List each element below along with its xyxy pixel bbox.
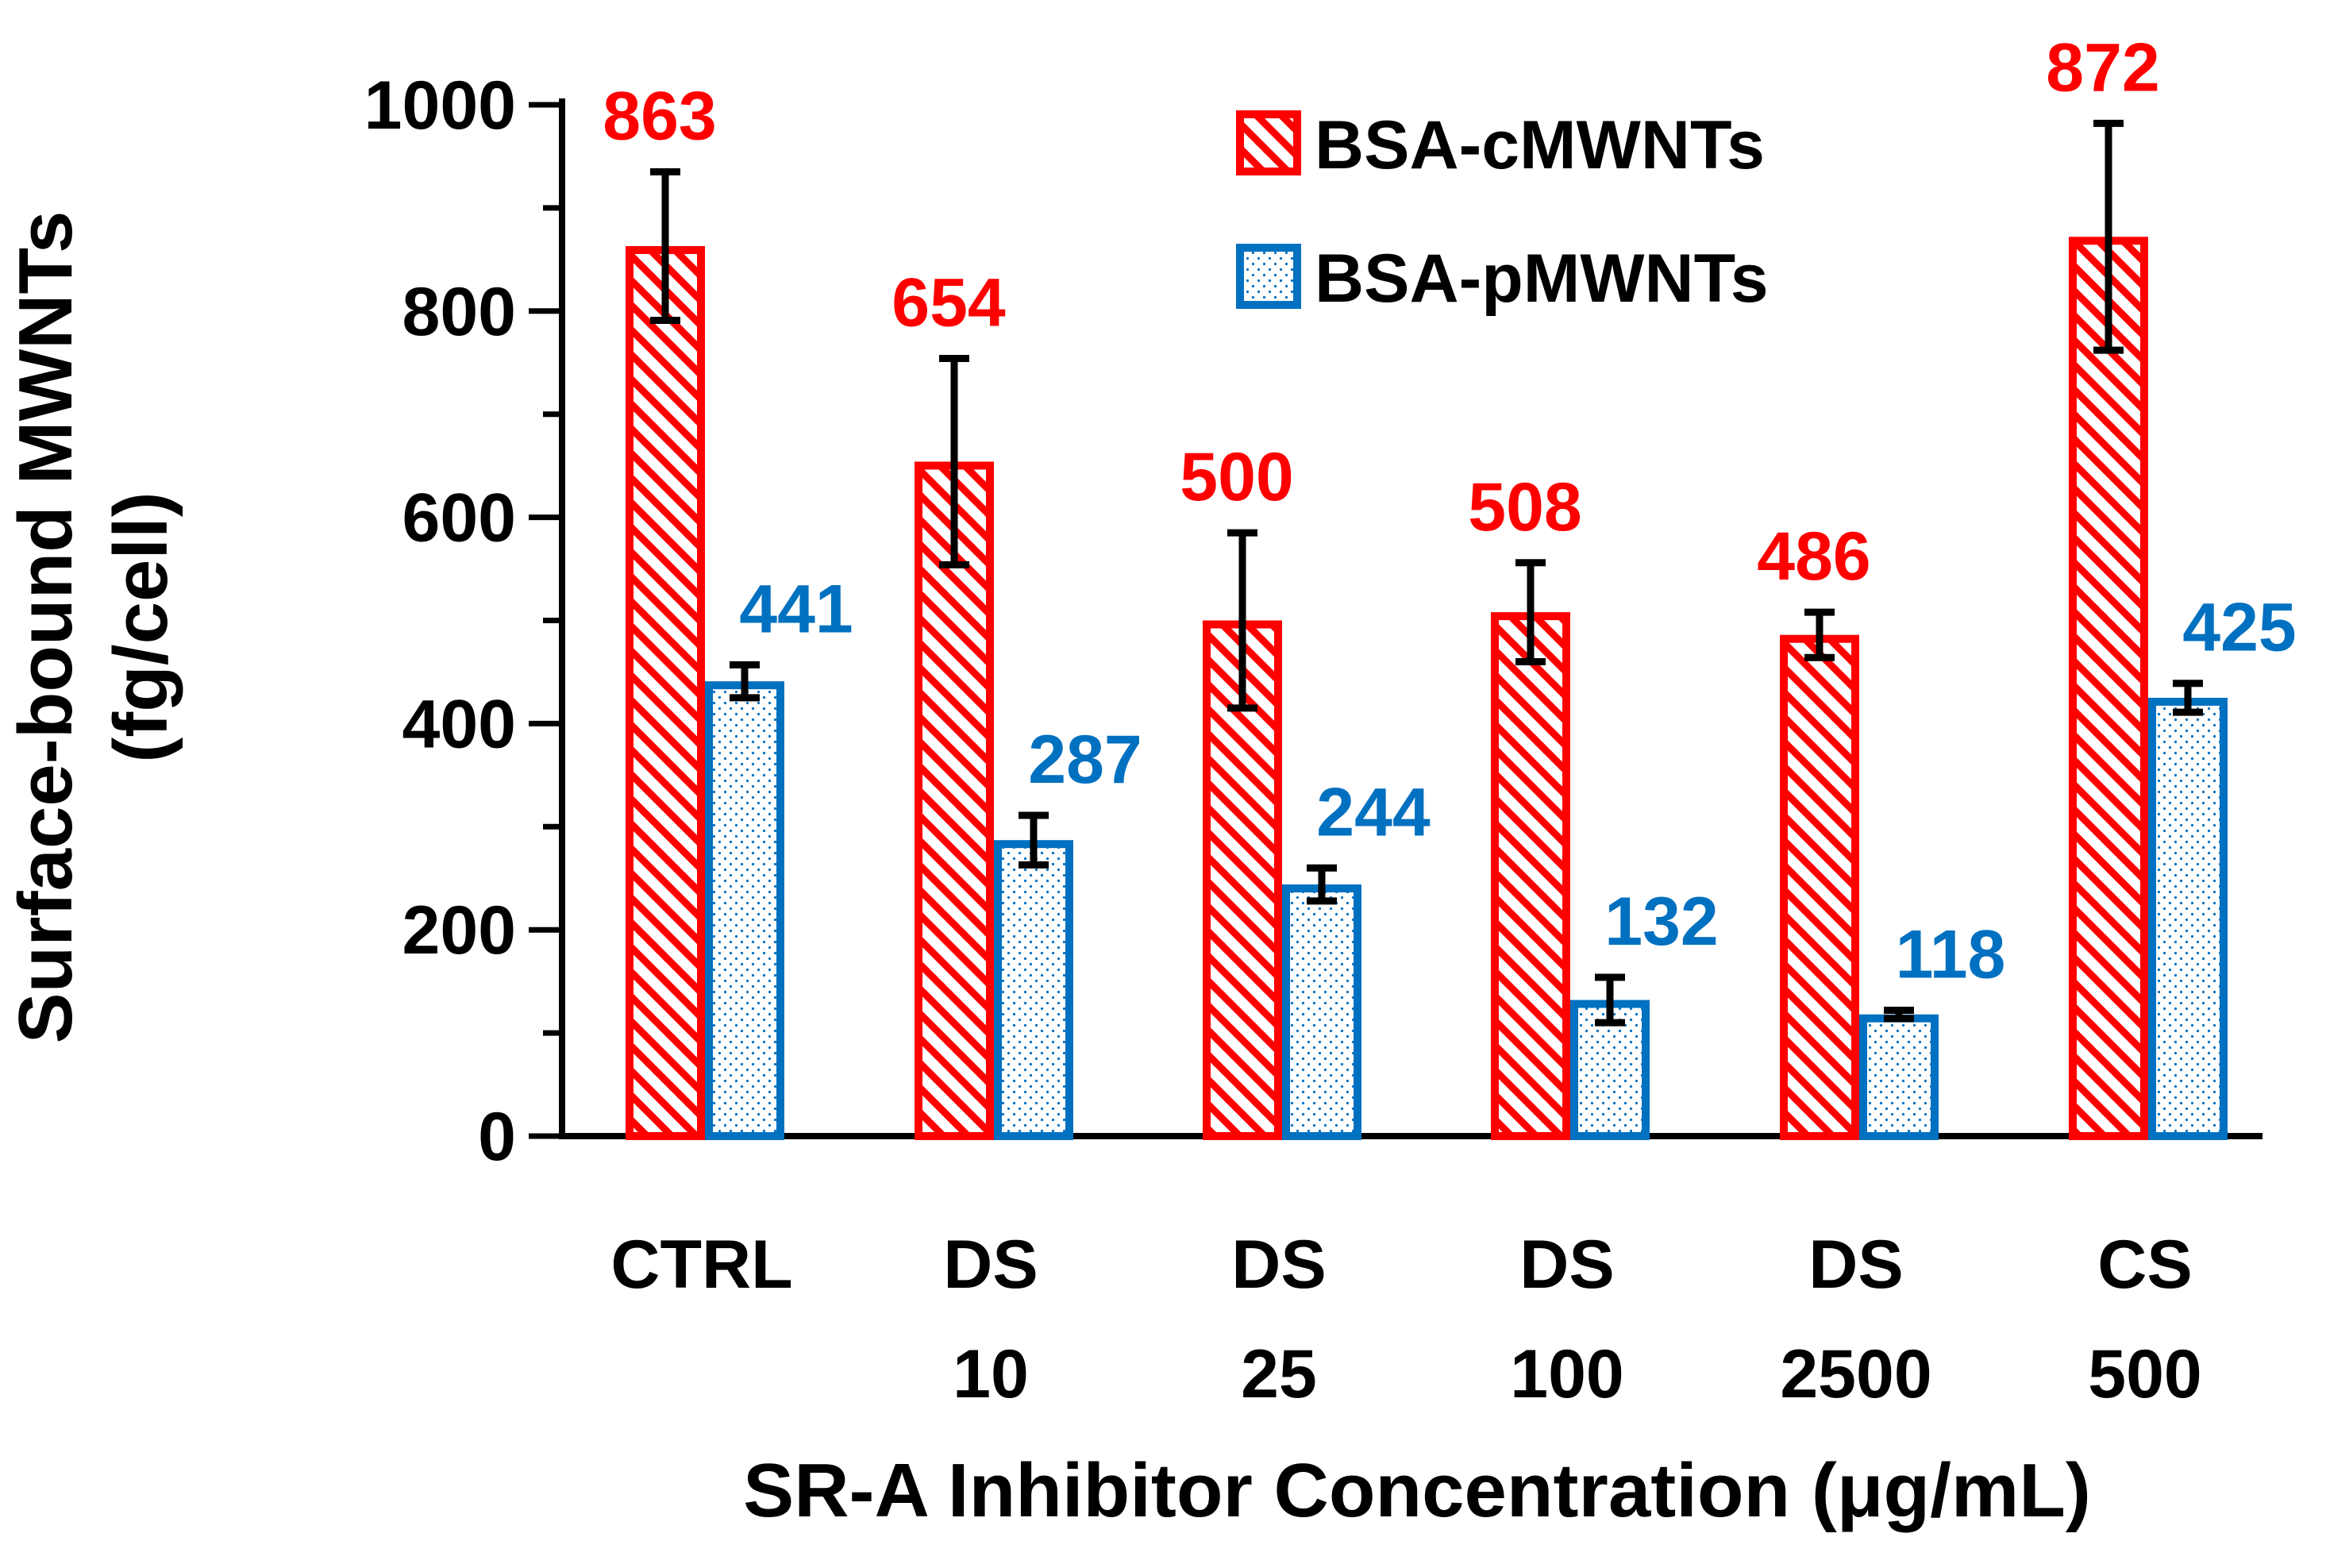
bar-pmwnts-2 [1282, 884, 1361, 1140]
bars [626, 237, 2228, 1141]
y-tick-label: 400 [402, 686, 517, 762]
x-category-label: CTRL [610, 1227, 792, 1303]
x-category-label: CS [2097, 1227, 2192, 1303]
legend: BSA-cMWNTs BSA-pMWNTs [1236, 107, 1769, 317]
error-bars [650, 119, 2203, 1027]
data-label: 863 [603, 78, 717, 154]
bar-cmwnts-0 [626, 245, 705, 1140]
bar-cmwnts-4 [1780, 634, 1859, 1140]
x-category-labels: CTRL DS 10 DS 25 DS 100 DS 2500 CS 500 [610, 1227, 2201, 1412]
bar-cmwnts-3 [1491, 612, 1570, 1140]
x-category-label: 500 [2088, 1336, 2202, 1412]
y-axis-title-line-2: (fg/cell) [98, 491, 183, 762]
data-label: 508 [1468, 469, 1582, 545]
y-tick-label: 0 [478, 1099, 516, 1175]
x-axis-title: SR-A Inhibitor Concentration (μg/mL) [743, 1448, 2091, 1533]
data-labels: 863 654 500 508 486 872 441 287 244 132 118 425 [603, 29, 2297, 992]
axes: 0 200 400 600 800 1000 [364, 67, 2262, 1175]
legend-swatch-cmwnts [1236, 110, 1301, 175]
data-label: 132 [1604, 884, 1719, 960]
x-category-label: 25 [1241, 1336, 1317, 1412]
bar-pmwnts-4 [1859, 1014, 1939, 1141]
legend-label-pmwnts: BSA-pMWNTs [1315, 241, 1769, 317]
y-tick-label: 200 [402, 892, 517, 969]
x-category-label: DS [943, 1227, 1038, 1303]
y-axis-title-line-1: Surface-bound MWNTs [3, 211, 88, 1044]
bar-pmwnts-5 [2148, 697, 2228, 1140]
x-category-label: DS [1519, 1227, 1614, 1303]
bar-pmwnts-1 [994, 840, 1073, 1140]
data-label: 244 [1316, 774, 1431, 850]
data-label: 500 [1180, 439, 1294, 515]
legend-label-cmwnts: BSA-cMWNTs [1315, 107, 1765, 183]
data-label: 287 [1028, 722, 1142, 798]
data-label: 425 [2182, 590, 2297, 666]
x-category-label: 2500 [1780, 1336, 1931, 1412]
x-category-label: 100 [1510, 1336, 1624, 1412]
y-tick-label: 600 [402, 480, 517, 557]
data-label: 441 [739, 571, 853, 647]
data-label: 654 [892, 265, 1006, 341]
x-category-label: DS [1808, 1227, 1903, 1303]
bar-cmwnts-5 [2069, 237, 2148, 1141]
legend-swatch-pmwnts [1236, 244, 1301, 309]
bar-pmwnts-0 [705, 681, 784, 1140]
x-category-label: DS [1231, 1227, 1326, 1303]
data-label: 118 [1896, 917, 2006, 993]
y-tick-label: 1000 [364, 67, 516, 144]
y-axis-title: Surface-bound MWNTs (fg/cell) [3, 211, 183, 1044]
y-tick-label: 800 [402, 274, 517, 350]
data-label: 872 [2046, 29, 2160, 106]
x-category-label: 10 [953, 1336, 1029, 1412]
data-label: 486 [1757, 518, 1871, 595]
